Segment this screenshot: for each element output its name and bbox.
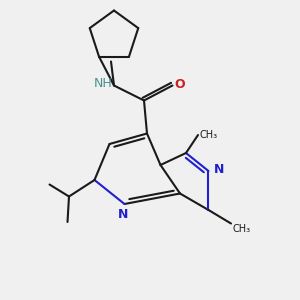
Text: NH: NH xyxy=(94,77,112,91)
Text: N: N xyxy=(214,163,224,176)
Text: N: N xyxy=(118,208,128,220)
Text: CH₃: CH₃ xyxy=(200,130,217,140)
Text: O: O xyxy=(174,78,184,92)
Text: CH₃: CH₃ xyxy=(232,224,250,234)
